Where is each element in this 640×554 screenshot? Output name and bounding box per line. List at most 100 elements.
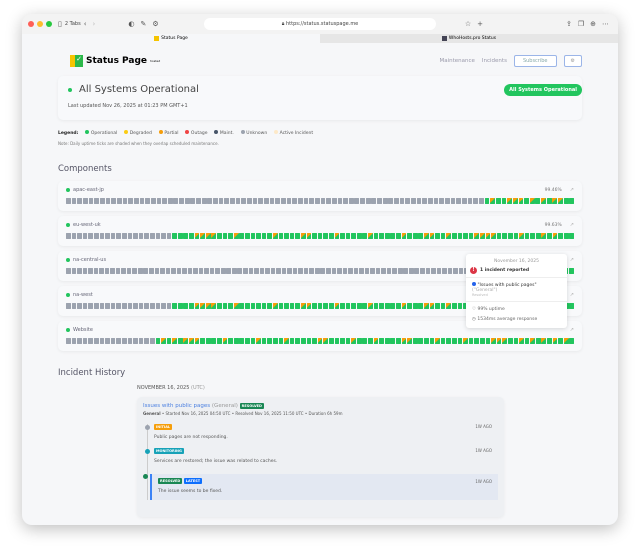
- uptime-tick[interactable]: [401, 303, 407, 309]
- uptime-tick[interactable]: [71, 233, 77, 239]
- uptime-tick[interactable]: [289, 303, 295, 309]
- uptime-tick[interactable]: [340, 338, 345, 344]
- uptime-tick[interactable]: [535, 338, 541, 344]
- uptime-tick[interactable]: [88, 303, 94, 309]
- uptime-tick[interactable]: [224, 198, 230, 204]
- uptime-tick[interactable]: [144, 303, 150, 309]
- uptime-tick[interactable]: [485, 233, 491, 239]
- uptime-tick[interactable]: [563, 198, 569, 204]
- uptime-tick[interactable]: [226, 268, 232, 274]
- uptime-tick[interactable]: [414, 268, 420, 274]
- uptime-tick[interactable]: [323, 338, 329, 344]
- uptime-tick[interactable]: [403, 268, 409, 274]
- uptime-tick[interactable]: [222, 233, 228, 239]
- uptime-tick[interactable]: [379, 233, 384, 239]
- uptime-tick[interactable]: [126, 268, 132, 274]
- uptime-tick[interactable]: [440, 303, 446, 309]
- uptime-tick[interactable]: [177, 233, 183, 239]
- uptime-tick[interactable]: [323, 303, 329, 309]
- zoom-window-button[interactable]: [46, 21, 52, 27]
- uptime-tick[interactable]: [348, 268, 353, 274]
- uptime-tick[interactable]: [295, 233, 301, 239]
- uptime-tick[interactable]: [204, 268, 209, 274]
- uptime-tick[interactable]: [411, 198, 416, 204]
- uptime-tick[interactable]: [261, 303, 267, 309]
- uptime-tick[interactable]: [259, 268, 265, 274]
- uptime-tick[interactable]: [143, 268, 149, 274]
- uptime-tick[interactable]: [424, 233, 429, 239]
- uptime-tick[interactable]: [250, 233, 256, 239]
- uptime-tick[interactable]: [359, 268, 364, 274]
- uptime-tick[interactable]: [507, 338, 513, 344]
- uptime-tick[interactable]: [66, 303, 71, 309]
- uptime-tick[interactable]: [88, 233, 94, 239]
- uptime-tick[interactable]: [287, 268, 292, 274]
- uptime-tick[interactable]: [377, 198, 382, 204]
- uptime-tick[interactable]: [161, 233, 166, 239]
- close-window-button[interactable]: [28, 21, 34, 27]
- uptime-tick[interactable]: [280, 198, 286, 204]
- uptime-tick[interactable]: [394, 198, 399, 204]
- uptime-tick[interactable]: [412, 303, 418, 309]
- uptime-tick[interactable]: [160, 268, 165, 274]
- uptime-tick[interactable]: [435, 233, 440, 239]
- uptime-tick[interactable]: [356, 303, 362, 309]
- uptime-tick[interactable]: [356, 233, 362, 239]
- uptime-tick[interactable]: [362, 303, 368, 309]
- uptime-tick[interactable]: [384, 303, 390, 309]
- uptime-tick[interactable]: [396, 303, 401, 309]
- uptime-tick[interactable]: [82, 338, 88, 344]
- uptime-tick[interactable]: [99, 268, 104, 274]
- uptime-tick[interactable]: [105, 198, 111, 204]
- uptime-tick[interactable]: [401, 233, 407, 239]
- uptime-tick[interactable]: [468, 233, 474, 239]
- uptime-tick[interactable]: [104, 268, 110, 274]
- uptime-tick[interactable]: [198, 268, 204, 274]
- uptime-tick[interactable]: [312, 303, 317, 309]
- uptime-tick[interactable]: [278, 233, 284, 239]
- uptime-tick[interactable]: [328, 338, 334, 344]
- uptime-tick[interactable]: [541, 233, 547, 239]
- uptime-tick[interactable]: [161, 338, 166, 344]
- tooltip-incident-title[interactable]: "Issues with public pages": [477, 283, 537, 288]
- uptime-tick[interactable]: [547, 338, 552, 344]
- uptime-tick[interactable]: [379, 303, 384, 309]
- uptime-tick[interactable]: [167, 198, 173, 204]
- uptime-tick[interactable]: [563, 233, 569, 239]
- uptime-tick[interactable]: [171, 268, 176, 274]
- uptime-tick[interactable]: [233, 303, 239, 309]
- uptime-tick[interactable]: [558, 233, 563, 239]
- uptime-tick[interactable]: [429, 338, 435, 344]
- uptime-tick[interactable]: [312, 338, 317, 344]
- uptime-tick[interactable]: [286, 198, 292, 204]
- uptime-tick[interactable]: [138, 233, 144, 239]
- uptime-tick[interactable]: [418, 338, 424, 344]
- uptime-tick[interactable]: [230, 198, 235, 204]
- uptime-tick[interactable]: [507, 198, 512, 204]
- uptime-tick[interactable]: [222, 338, 228, 344]
- uptime-tick[interactable]: [337, 268, 342, 274]
- uptime-tick[interactable]: [552, 198, 558, 204]
- uptime-tick[interactable]: [529, 198, 535, 204]
- uptime-tick[interactable]: [82, 303, 88, 309]
- uptime-tick[interactable]: [189, 233, 194, 239]
- uptime-tick[interactable]: [447, 268, 453, 274]
- uptime-tick[interactable]: [99, 233, 105, 239]
- uptime-tick[interactable]: [368, 233, 373, 239]
- uptime-tick[interactable]: [66, 233, 71, 239]
- uptime-tick[interactable]: [82, 268, 88, 274]
- uptime-tick[interactable]: [239, 233, 245, 239]
- uptime-tick[interactable]: [243, 268, 248, 274]
- uptime-tick[interactable]: [121, 338, 127, 344]
- uptime-tick[interactable]: [314, 198, 320, 204]
- uptime-tick[interactable]: [345, 233, 351, 239]
- uptime-tick[interactable]: [292, 198, 298, 204]
- uptime-tick[interactable]: [183, 233, 189, 239]
- uptime-tick[interactable]: [317, 233, 323, 239]
- uptime-tick[interactable]: [298, 268, 303, 274]
- uptime-tick[interactable]: [390, 338, 396, 344]
- uptime-tick[interactable]: [558, 338, 563, 344]
- subscribe-button[interactable]: Subscribe: [513, 55, 557, 67]
- uptime-tick[interactable]: [284, 233, 289, 239]
- uptime-tick[interactable]: [334, 233, 340, 239]
